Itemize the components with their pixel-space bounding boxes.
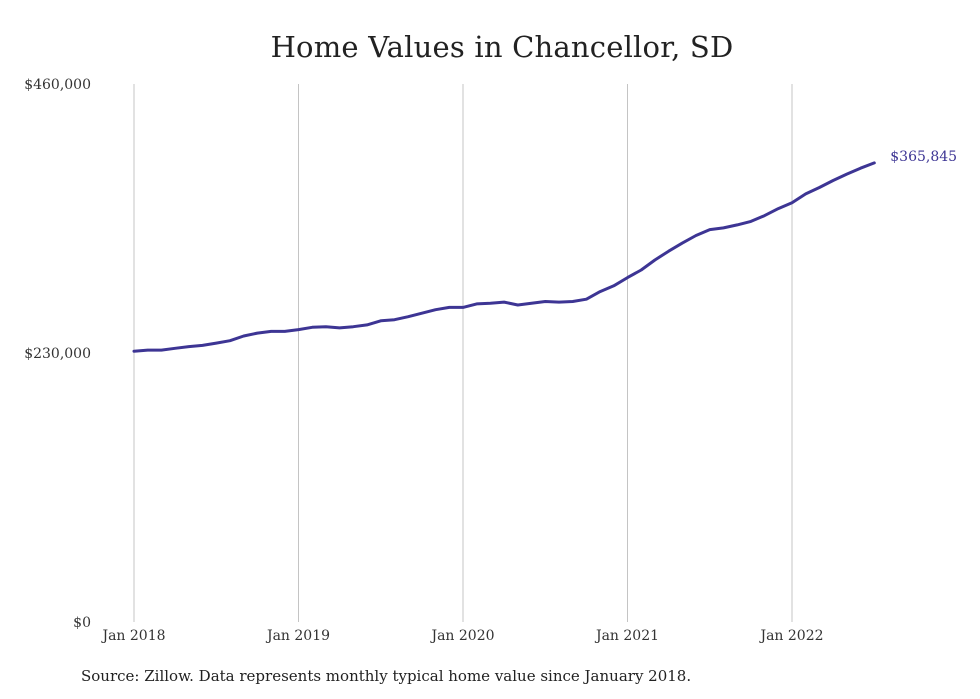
series-layer xyxy=(132,161,876,353)
x-tick-label: Jan 2020 xyxy=(429,628,494,644)
source-note: Source: Zillow. Data represents monthly … xyxy=(81,667,692,685)
gridlines xyxy=(133,84,793,622)
end-value-label: $365,845 xyxy=(890,149,957,165)
y-tick-label: $460,000 xyxy=(24,77,91,93)
series-line xyxy=(132,161,876,353)
x-tick-label: Jan 2019 xyxy=(265,628,330,644)
y-tick-label: $230,000 xyxy=(24,346,91,362)
chart-title: Home Values in Chancellor, SD xyxy=(270,30,734,64)
x-axis-ticks: Jan 2018 Jan 2019 Jan 2020 Jan 2021 Jan 2022 xyxy=(100,628,823,644)
label-layer: $365,845 xyxy=(890,149,957,165)
x-tick-label: Jan 2022 xyxy=(758,628,823,644)
x-tick-label: Jan 2021 xyxy=(594,628,659,644)
y-axis-ticks: $0 $230,000 $460,000 xyxy=(24,77,91,631)
y-tick-label: $0 xyxy=(73,615,91,631)
x-tick-label: Jan 2018 xyxy=(100,628,165,644)
